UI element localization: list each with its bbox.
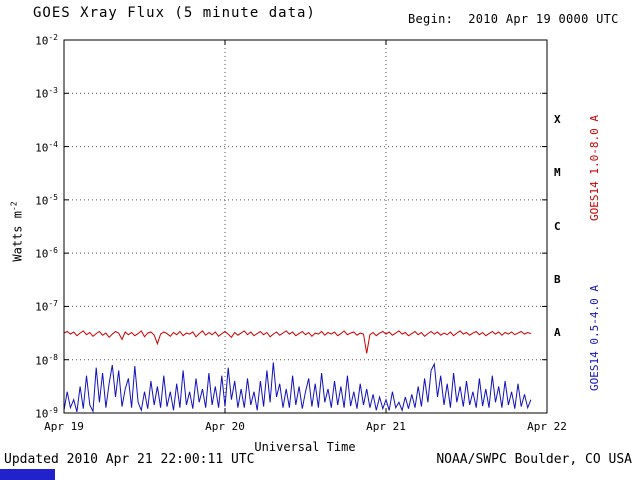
legend-short-wavelength-label: GOES14 0.5-4.0 A (588, 285, 601, 391)
flare-class-a: A (554, 326, 561, 340)
x-tick-label: Apr 22 (527, 420, 567, 433)
short-wavelength-trace (63, 362, 532, 414)
chart-title: GOES Xray Flux (5 minute data) (33, 5, 316, 21)
x-axis-title: Universal Time (254, 440, 356, 454)
flare-class-b: B (554, 272, 561, 286)
flare-class-m: M (554, 166, 561, 180)
y-tick-label: 10-8 (35, 352, 58, 368)
y-tick-label: 10-5 (35, 192, 58, 208)
y-tick-label: 10-3 (35, 86, 58, 101)
x-tick-label: Apr 21 (366, 420, 406, 433)
updated-timestamp: Updated 2010 Apr 21 22:00:11 UTC (4, 452, 255, 467)
bottom-blue-bar (0, 469, 55, 480)
y-tick-label: 10-7 (35, 299, 58, 315)
flare-class-x: X (554, 112, 561, 126)
plot-frame (63, 39, 548, 414)
y-tick-label: 10-4 (35, 139, 58, 155)
long-wavelength-trace (63, 330, 532, 354)
legend-long-wavelength-label: GOES14 1.0-8.0 A (588, 115, 601, 221)
x-tick-label: Apr 20 (205, 420, 245, 433)
y-tick-label: 10-9 (35, 406, 58, 421)
y-tick-label: 10-2 (35, 33, 58, 48)
y-tick-label: 10-6 (35, 246, 58, 261)
begin-time-label: Begin: 2010 Apr 19 0000 UTC (408, 12, 619, 26)
x-tick-label: Apr 19 (44, 420, 84, 433)
flare-class-c: C (554, 219, 561, 233)
data-source-label: NOAA/SWPC Boulder, CO USA (436, 452, 632, 467)
